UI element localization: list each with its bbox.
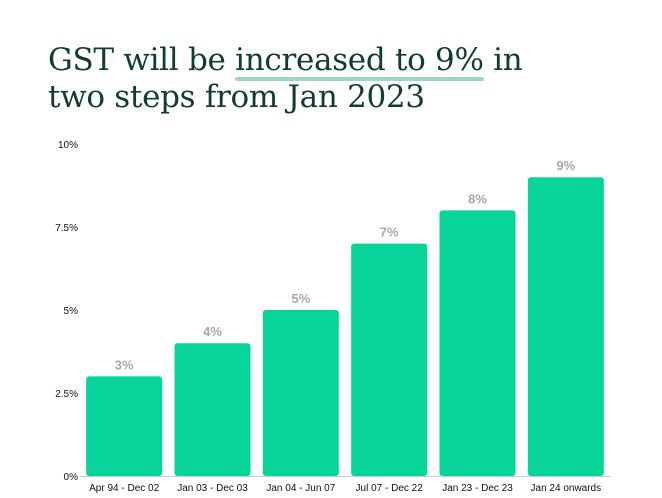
data-label: 5% [291, 291, 310, 306]
data-label: 9% [556, 158, 575, 173]
bar [351, 243, 428, 476]
bar [174, 343, 251, 476]
x-tick-label: Jul 07 - Dec 22 [356, 483, 424, 494]
bar [86, 376, 163, 476]
y-tick-label: 0% [64, 472, 79, 483]
bar [262, 310, 339, 476]
y-tick-label: 7.5% [55, 223, 78, 234]
data-label: 8% [468, 191, 487, 206]
title-prefix: GST will be [48, 42, 236, 78]
chart-title: GST will be increased to 9% in two steps… [48, 42, 523, 116]
x-tick-label: Jan 04 - Jun 07 [266, 483, 335, 494]
y-tick-label: 5% [64, 306, 79, 317]
title-line2: two steps from Jan 2023 [48, 79, 425, 115]
title-suffix: in [483, 42, 523, 78]
title-highlight: increased to 9% [235, 42, 484, 81]
x-tick-label: Jan 24 onwards [531, 483, 602, 494]
x-tick-label: Apr 94 - Dec 02 [89, 483, 159, 494]
x-tick-label: Jan 23 - Dec 23 [442, 483, 513, 494]
bar [439, 210, 516, 476]
bar [527, 177, 604, 476]
y-tick-label: 10% [58, 140, 78, 151]
data-label: 4% [203, 324, 222, 339]
data-label: 7% [380, 225, 399, 240]
y-tick-label: 2.5% [55, 389, 78, 400]
x-tick-label: Jan 03 - Dec 03 [177, 483, 248, 494]
data-label: 3% [115, 357, 134, 372]
